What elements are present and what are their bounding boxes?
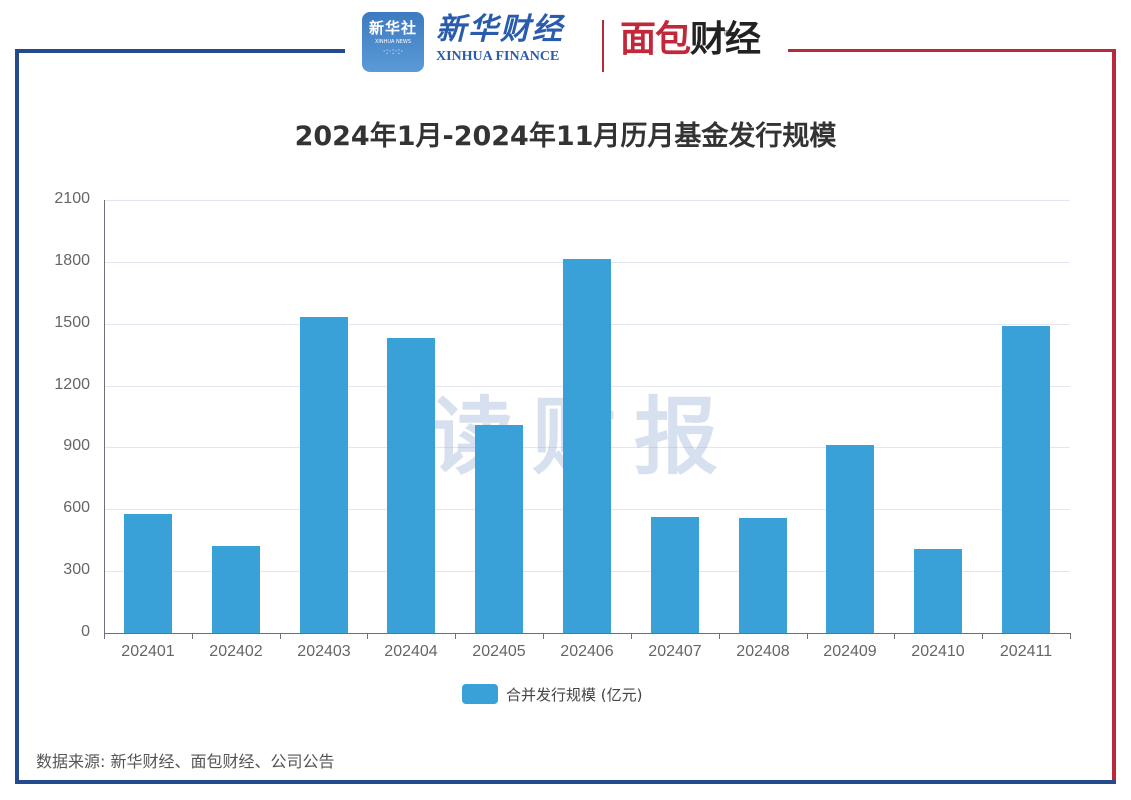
mianbao-logo-dark: 财经 (690, 19, 761, 60)
frame-bottom-line (15, 780, 1116, 784)
mianbao-logo-red: 面包 (620, 19, 691, 60)
x-tick-mark (1070, 633, 1071, 639)
bar-202404[interactable] (387, 338, 435, 633)
chart-title: 2024年1月-2024年11月历月基金发行规模 (294, 121, 837, 152)
x-tick-label: 202403 (297, 643, 351, 660)
frame-top-right-line (788, 49, 1116, 52)
x-tick-label: 202410 (911, 643, 965, 660)
bar-202410[interactable] (914, 549, 962, 633)
x-tick-mark (455, 633, 456, 639)
x-tick-mark (543, 633, 544, 639)
bar-202407[interactable] (651, 517, 699, 633)
frame-right-line (1112, 49, 1116, 784)
x-tick-label: 202404 (384, 643, 438, 660)
x-tick-mark (982, 633, 983, 639)
x-tick-label: 202401 (121, 643, 175, 660)
y-tick-label: 2100 (54, 190, 90, 207)
xinhua-finance-logo-cn: 新华财经 (436, 12, 564, 47)
bar-202405[interactable] (475, 425, 523, 633)
bar-202406[interactable] (563, 259, 611, 633)
x-tick-mark (367, 633, 368, 639)
network-dots-icon: ·:·:·:· (382, 47, 404, 57)
frame-left-line (15, 49, 19, 784)
frame-top-left-line (15, 49, 345, 53)
x-tick-label: 202411 (999, 643, 1053, 660)
xinhua-finance-logo-en: XINHUA FINANCE (436, 49, 560, 64)
x-tick-mark (192, 633, 193, 639)
logo-separator (602, 20, 604, 72)
xinhua-news-logo-cn: 新华社 (368, 19, 417, 37)
xinhua-finance-logo: 新华财经 XINHUA FINANCE (436, 12, 586, 74)
y-tick-label: 1200 (54, 376, 90, 393)
bar-202409[interactable] (826, 445, 874, 633)
x-tick-label: 202406 (560, 643, 614, 660)
legend[interactable]: 合并发行规模 (亿元) (462, 683, 642, 705)
legend-swatch (462, 684, 498, 704)
bar-202411[interactable] (1002, 326, 1050, 633)
x-tick-label: 202407 (648, 643, 702, 660)
y-tick-label: 600 (63, 499, 90, 516)
header-logos: 新华社 XINHUA NEWS ·:·:·:· 新华财经 XINHUA FINA… (362, 12, 782, 76)
x-tick-mark (631, 633, 632, 639)
y-tick-label: 1500 (54, 314, 90, 331)
x-tick-label: 202405 (472, 643, 526, 660)
x-axis-line (104, 633, 1071, 634)
y-axis-line (104, 200, 105, 634)
x-tick-label: 202402 (209, 643, 263, 660)
x-tick-label: 202408 (736, 643, 790, 660)
x-tick-mark (894, 633, 895, 639)
y-tick-label: 300 (63, 561, 90, 578)
bar-202403[interactable] (300, 317, 348, 633)
xinhua-news-logo: 新华社 XINHUA NEWS ·:·:·:· (362, 12, 424, 72)
mianbao-finance-logo: 面包财经 ® (620, 18, 761, 62)
x-tick-mark (807, 633, 808, 639)
bar-202408[interactable] (739, 518, 787, 633)
x-tick-mark (104, 633, 105, 639)
y-tick-label: 1800 (54, 252, 90, 269)
legend-label: 合并发行规模 (亿元) (506, 685, 643, 704)
registered-mark: ® (723, 29, 731, 38)
xinhua-news-logo-en: XINHUA NEWS (374, 39, 412, 45)
y-tick-label: 900 (63, 437, 90, 454)
x-tick-mark (719, 633, 720, 639)
gridline (104, 200, 1070, 201)
x-tick-mark (280, 633, 281, 639)
bar-202402[interactable] (212, 546, 260, 633)
bar-202401[interactable] (124, 514, 172, 633)
x-tick-label: 202409 (823, 643, 877, 660)
data-source-note: 数据来源: 新华财经、面包财经、公司公告 (36, 752, 335, 771)
y-tick-label: 0 (81, 623, 90, 640)
